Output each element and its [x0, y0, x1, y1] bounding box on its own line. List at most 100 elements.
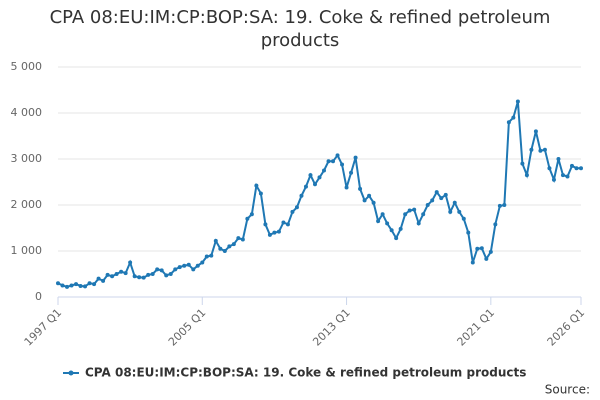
x-tick-label: 2005 Q1 — [166, 306, 209, 349]
data-point — [231, 242, 236, 247]
data-point — [331, 159, 336, 164]
data-point — [466, 230, 471, 235]
data-point — [141, 275, 146, 280]
x-tick-label: 2026 Q1 — [545, 306, 588, 349]
data-point — [488, 249, 493, 254]
data-point — [529, 147, 534, 152]
data-point — [448, 209, 453, 214]
data-point — [267, 232, 272, 237]
data-point — [538, 148, 543, 153]
y-tick-label: 2 000 — [11, 198, 43, 211]
data-point — [403, 212, 408, 217]
data-point — [439, 196, 444, 201]
data-point — [65, 284, 70, 289]
data-point — [412, 207, 417, 212]
chart-title: CPA 08:EU:IM:CP:BOP:SA: 19. Coke & refin… — [49, 7, 551, 51]
data-point — [502, 203, 507, 207]
data-point — [470, 260, 475, 265]
data-point — [240, 237, 245, 242]
source: Source: — [545, 383, 590, 397]
data-point — [96, 276, 101, 281]
y-tick-label: 3 000 — [11, 152, 43, 165]
data-point — [69, 283, 74, 288]
data-point — [421, 212, 426, 217]
data-point — [344, 185, 349, 190]
data-point — [398, 226, 403, 231]
data-point — [164, 273, 169, 278]
data-point — [272, 230, 277, 235]
data-point — [56, 281, 60, 286]
data-point — [74, 282, 79, 287]
data-point — [254, 183, 259, 188]
data-point — [245, 216, 250, 221]
data-point — [60, 283, 65, 288]
data-point — [493, 222, 498, 227]
data-point — [475, 246, 480, 251]
data-point — [249, 212, 254, 217]
data-point — [358, 186, 363, 191]
data-point — [457, 209, 462, 214]
data-point — [394, 236, 399, 241]
data-point — [376, 219, 381, 224]
data-point — [209, 253, 214, 258]
data-point — [520, 161, 525, 166]
data-point — [349, 170, 354, 175]
data-point — [497, 203, 502, 208]
data-point — [110, 274, 115, 279]
data-point — [281, 220, 286, 225]
data-point — [506, 120, 511, 125]
data-point — [515, 99, 520, 104]
data-point — [258, 191, 263, 196]
data-point — [200, 260, 205, 265]
data-point — [367, 193, 372, 198]
data-point — [177, 265, 182, 270]
data-point — [159, 268, 164, 273]
data-point — [461, 216, 466, 221]
data-point — [317, 175, 322, 180]
data-point — [119, 269, 124, 274]
data-point — [371, 200, 376, 205]
data-point — [236, 236, 241, 241]
data-point — [168, 272, 173, 276]
data-point — [565, 174, 570, 179]
legend-marker — [68, 370, 74, 376]
data-point — [290, 209, 295, 214]
data-point — [322, 168, 327, 173]
data-point — [294, 205, 299, 210]
data-point — [182, 263, 187, 268]
data-point — [511, 115, 516, 120]
data-point — [579, 166, 583, 171]
data-point — [123, 271, 128, 276]
data-point — [430, 198, 435, 203]
data-point — [479, 246, 484, 251]
data-point — [551, 177, 556, 182]
data-point — [569, 163, 574, 168]
data-point — [353, 155, 358, 160]
data-point — [524, 173, 529, 178]
data-point — [335, 153, 340, 158]
data-point — [204, 254, 209, 259]
data-point — [87, 281, 92, 286]
data-point — [276, 229, 281, 234]
data-point — [78, 283, 83, 288]
data-point — [285, 222, 290, 227]
data-point — [362, 198, 367, 203]
data-point — [191, 267, 196, 272]
data-point — [533, 129, 538, 134]
data-point — [218, 246, 223, 251]
data-point — [128, 260, 133, 265]
data-point — [416, 221, 421, 226]
data-point — [227, 244, 232, 249]
data-point — [556, 157, 561, 161]
data-point — [407, 208, 412, 213]
data-point — [114, 272, 119, 276]
legend-label: CPA 08:EU:IM:CP:BOP:SA: 19. Coke & refin… — [85, 366, 526, 380]
data-point — [389, 228, 394, 233]
data-point — [137, 275, 142, 280]
data-point — [434, 190, 439, 195]
series-line — [57, 101, 581, 288]
x-tick-label: 2021 Q1 — [455, 306, 498, 349]
data-point — [443, 192, 448, 197]
